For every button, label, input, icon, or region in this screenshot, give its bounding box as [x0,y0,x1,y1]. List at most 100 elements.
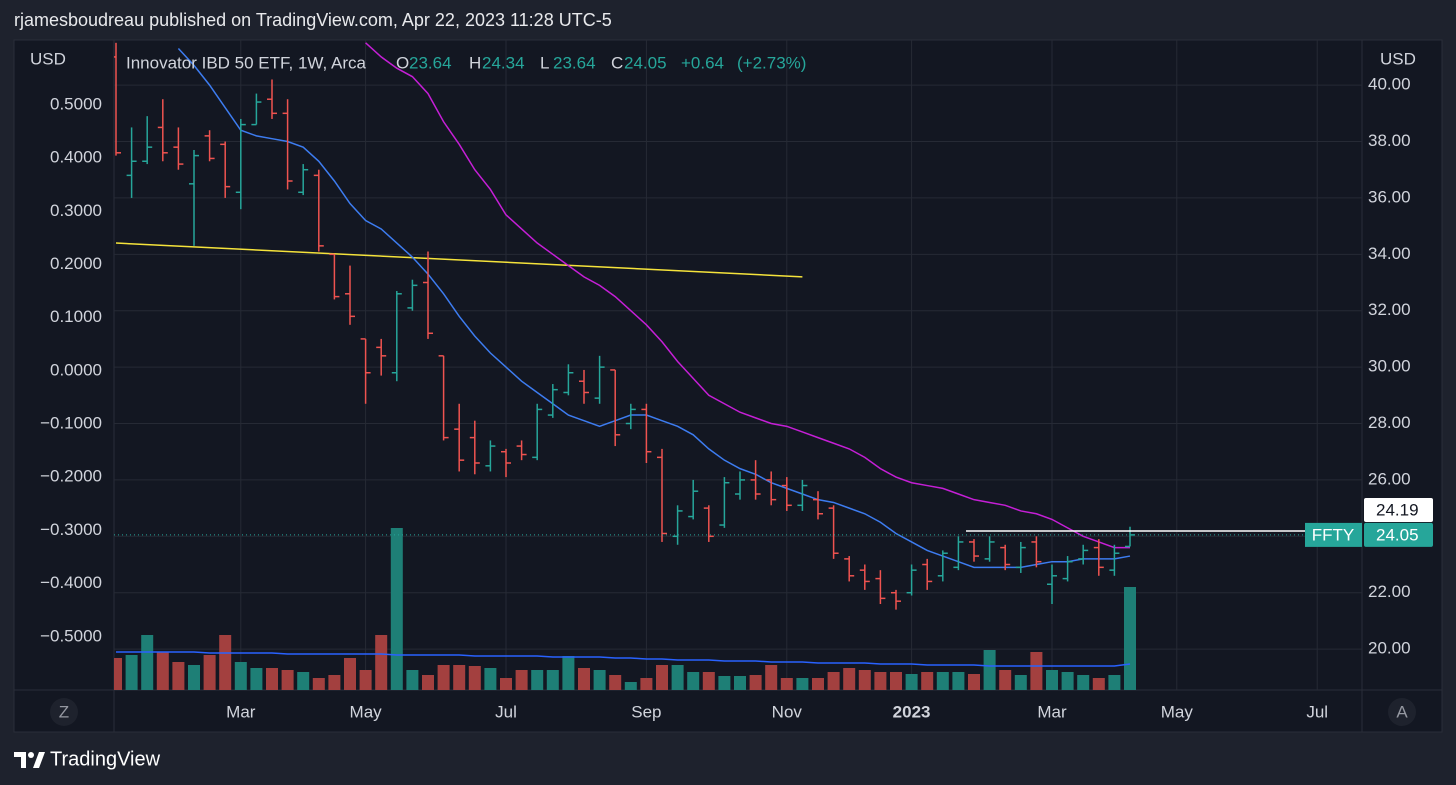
volume-bar [1061,672,1074,690]
volume-bar [312,678,325,690]
symbol-tag [1305,522,1362,547]
volume-bar [687,672,700,690]
x-tick-label: May [350,702,383,721]
volume-bar [749,675,762,690]
volume-bar [515,670,528,690]
legend-value: 23.64 [553,53,596,72]
y2-tick-label: 0.5000 [50,94,102,113]
legend-key: H [469,53,481,72]
y-tick-label: 30.00 [1368,357,1411,376]
legend-value: 24.05 [624,53,667,72]
left-axis-unit: USD [30,49,66,68]
scale-button[interactable] [50,698,78,726]
x-tick-label: 2023 [893,702,931,721]
volume-bar [765,665,778,690]
volume-bar [812,678,824,690]
volume-bar [219,635,232,690]
x-tick-label: Mar [226,702,256,721]
y-tick-label: 38.00 [1368,131,1411,150]
volume-bar [156,652,169,690]
volume-bar [952,672,965,690]
legend-key: O [396,53,409,72]
volume-bar [344,658,356,690]
volume-bar [250,668,263,690]
volume-bar [562,656,575,690]
auto-button-label[interactable]: A [1396,702,1408,721]
volume-bar [780,678,793,690]
x-tick-label: Nov [772,702,803,721]
volume-bar [1077,675,1090,690]
chart-panel [13,39,1443,733]
volume-bar [593,670,606,690]
legend-value: 24.34 [482,53,525,72]
x-tick-label: Sep [631,702,661,721]
volume-bar [546,670,559,690]
last-price-tag [1364,522,1433,547]
volume-bar [468,666,481,690]
volume-bar [281,670,294,690]
header-text: rjamesboudreau published on TradingView.… [14,10,612,30]
volume-bar [843,668,856,690]
volume-bar [1124,587,1136,690]
moving-average-line [177,47,1131,569]
y2-tick-label: 0.2000 [50,254,102,273]
x-tick-label: Jul [1306,702,1328,721]
y-tick-label: 20.00 [1368,639,1411,658]
volume-bar [1108,675,1121,690]
x-tick-label: May [1161,702,1194,721]
y-tick-label: 40.00 [1368,75,1411,94]
volume-bar [796,678,809,690]
volume-bar [702,672,715,690]
scale-button-label[interactable]: Z [59,702,69,721]
y-tick-label: 26.00 [1368,469,1411,488]
y2-tick-label: −0.3000 [40,520,102,539]
volume-bar [858,670,871,690]
y2-tick-label: −0.5000 [40,626,102,645]
volume-bar [328,675,341,690]
volume-bar [406,670,419,690]
volume-ma-line [116,651,1131,667]
x-tick-label: Mar [1037,702,1067,721]
volume-bar [578,668,590,690]
volume-bar [983,650,996,690]
volume-bar [656,665,668,690]
y2-tick-label: 0.0000 [50,360,102,379]
moving-average-line [365,42,1130,549]
volume-bar [718,676,731,690]
volume-bar [375,635,388,690]
plot-area [114,40,1362,690]
volume-bar [297,672,310,690]
volume-bar [203,655,216,690]
volume-bar [999,670,1012,690]
volume-bar [531,670,544,690]
volume-bar [671,665,684,690]
legend-change-pct: (+2.73%) [737,53,806,72]
trendline [115,242,803,278]
y-tick-label: 22.00 [1368,582,1411,601]
volume-bar [734,676,746,690]
y2-tick-label: −0.1000 [40,414,102,433]
volume-bar [437,665,450,690]
volume-bar [125,655,138,690]
volume-bar [827,672,840,690]
volume-bar [874,672,887,690]
volume-bar [359,670,372,690]
auto-button[interactable] [1388,698,1416,726]
volume-bar [141,635,154,690]
volume-bar [640,678,653,690]
volume-bar [609,675,622,690]
legend-change: +0.64 [681,53,724,72]
volume-bar [266,668,278,690]
volume-bar [453,665,466,690]
volume-bar [188,665,200,690]
volume-bar [234,662,247,690]
right-axis-unit: USD [1380,49,1416,68]
legend-value: 23.64 [409,53,452,72]
x-tick-label: Jul [495,702,517,721]
symbol-label: FFTY [1312,525,1355,544]
volume-bar [1014,675,1027,690]
volume-bar [1030,652,1043,690]
y2-tick-label: −0.4000 [40,573,102,592]
last-price-label: 24.05 [1376,525,1419,544]
